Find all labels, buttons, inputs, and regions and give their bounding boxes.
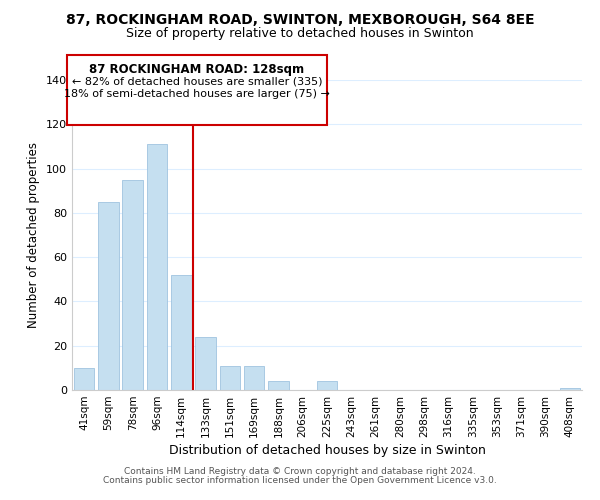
X-axis label: Distribution of detached houses by size in Swinton: Distribution of detached houses by size … bbox=[169, 444, 485, 457]
Bar bbox=[220, 366, 240, 390]
Text: 87, ROCKINGHAM ROAD, SWINTON, MEXBOROUGH, S64 8EE: 87, ROCKINGHAM ROAD, SWINTON, MEXBOROUGH… bbox=[65, 12, 535, 26]
FancyBboxPatch shape bbox=[67, 55, 327, 125]
Bar bbox=[195, 337, 216, 390]
Bar bbox=[74, 368, 94, 390]
Bar bbox=[98, 202, 119, 390]
Bar bbox=[171, 275, 191, 390]
Bar bbox=[560, 388, 580, 390]
Bar bbox=[122, 180, 143, 390]
Text: 87 ROCKINGHAM ROAD: 128sqm: 87 ROCKINGHAM ROAD: 128sqm bbox=[89, 63, 305, 76]
Text: ← 82% of detached houses are smaller (335): ← 82% of detached houses are smaller (33… bbox=[72, 77, 322, 87]
Text: Contains public sector information licensed under the Open Government Licence v3: Contains public sector information licen… bbox=[103, 476, 497, 485]
Text: 18% of semi-detached houses are larger (75) →: 18% of semi-detached houses are larger (… bbox=[64, 88, 330, 99]
Bar bbox=[268, 381, 289, 390]
Y-axis label: Number of detached properties: Number of detached properties bbox=[28, 142, 40, 328]
Bar bbox=[244, 366, 265, 390]
Text: Contains HM Land Registry data © Crown copyright and database right 2024.: Contains HM Land Registry data © Crown c… bbox=[124, 467, 476, 476]
Bar bbox=[317, 381, 337, 390]
Bar bbox=[146, 144, 167, 390]
Text: Size of property relative to detached houses in Swinton: Size of property relative to detached ho… bbox=[126, 28, 474, 40]
